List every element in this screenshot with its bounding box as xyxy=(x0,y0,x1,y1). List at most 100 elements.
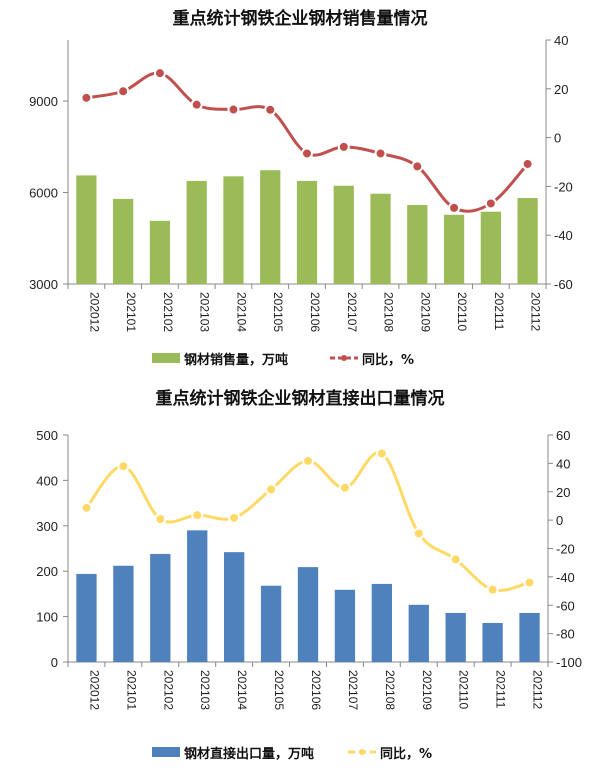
right-tick-label: -60 xyxy=(556,598,575,613)
category-label: 202102 xyxy=(161,292,175,332)
bar xyxy=(297,567,319,662)
right-tick-label: 40 xyxy=(554,33,568,48)
bar xyxy=(480,211,501,284)
left-tick-label: 9000 xyxy=(29,94,58,109)
category-label: 202110 xyxy=(457,670,471,709)
left-tick-label: 500 xyxy=(36,428,58,443)
bar xyxy=(187,530,208,662)
bar xyxy=(407,205,428,284)
category-label: 202111 xyxy=(492,292,506,331)
right-tick-label: -80 xyxy=(556,627,575,642)
right-tick-label: 20 xyxy=(554,82,568,97)
right-tick-label: -20 xyxy=(554,179,573,194)
chart-title: 重点统计钢铁企业钢材销售量情况 xyxy=(173,8,428,29)
line-point xyxy=(486,583,499,596)
line-point xyxy=(117,460,130,473)
line-point xyxy=(190,98,203,111)
line-point xyxy=(484,197,497,210)
bar xyxy=(149,220,171,284)
right-tick-label: -40 xyxy=(556,570,575,585)
bar xyxy=(76,175,97,284)
left-tick-label: 0 xyxy=(51,655,58,670)
category-label: 202105 xyxy=(272,670,286,710)
right-tick-label: -60 xyxy=(554,277,573,292)
line-point xyxy=(153,67,166,80)
category-label: 202112 xyxy=(531,670,545,709)
line-point xyxy=(449,553,462,566)
line-point xyxy=(80,91,93,104)
line-point xyxy=(228,511,241,524)
right-tick-label: 20 xyxy=(556,485,570,500)
category-label: 202012 xyxy=(87,292,101,332)
bar xyxy=(370,193,391,284)
line-point xyxy=(412,527,425,540)
category-label: 202012 xyxy=(87,670,101,710)
bar xyxy=(150,553,171,662)
legend-line-marker xyxy=(341,355,347,361)
line-point xyxy=(448,201,461,214)
line-point xyxy=(375,447,388,460)
line-point xyxy=(374,147,387,160)
legend-line-label: 同比，% xyxy=(380,746,432,762)
left-tick-label: 3000 xyxy=(29,277,58,292)
chart-2: 重点统计钢铁企业钢材直接出口量情况0100200300400500-100-80… xyxy=(36,388,582,762)
category-label: 202101 xyxy=(124,292,138,332)
left-tick-label: 400 xyxy=(36,473,58,488)
right-tick-label: -100 xyxy=(556,655,582,670)
category-label: 202105 xyxy=(271,292,285,332)
category-label: 202111 xyxy=(494,670,508,709)
category-label: 202106 xyxy=(308,292,322,332)
line-point xyxy=(265,483,278,496)
bar xyxy=(334,589,356,662)
left-tick-label: 100 xyxy=(36,610,58,625)
bar xyxy=(445,612,466,662)
right-tick-label: -40 xyxy=(554,228,573,243)
category-label: 202108 xyxy=(382,292,396,332)
bar xyxy=(408,604,429,662)
line-point xyxy=(337,140,350,153)
bar xyxy=(186,180,207,284)
category-label: 202104 xyxy=(235,670,249,710)
right-tick-label: -20 xyxy=(556,542,575,557)
bar xyxy=(482,622,503,662)
line-point xyxy=(301,147,313,160)
legend-line-marker xyxy=(359,749,365,755)
bar xyxy=(519,612,540,662)
bar xyxy=(333,185,354,284)
line-point xyxy=(411,160,424,173)
left-tick-label: 300 xyxy=(36,519,58,534)
bar xyxy=(113,198,134,284)
bar xyxy=(223,176,244,284)
bar xyxy=(260,585,282,662)
right-tick-label: 0 xyxy=(556,513,563,528)
bar xyxy=(76,573,97,662)
category-label: 202112 xyxy=(529,292,543,331)
legend-bar-label: 钢材直接出口量，万吨 xyxy=(184,746,314,762)
left-tick-label: 200 xyxy=(36,564,58,579)
right-tick-label: 60 xyxy=(556,428,570,443)
category-label: 202109 xyxy=(418,292,432,332)
bar xyxy=(224,552,245,662)
legend-line-label: 同比，% xyxy=(362,352,414,368)
right-tick-label: 0 xyxy=(554,131,561,146)
right-tick-label: 40 xyxy=(556,456,570,471)
category-label: 202107 xyxy=(345,292,359,332)
bar xyxy=(296,180,318,284)
chart-title: 重点统计钢铁企业钢材直接出口量情况 xyxy=(156,388,445,409)
line-point xyxy=(264,103,277,116)
line-point xyxy=(523,576,536,589)
line-point xyxy=(521,157,534,170)
chart-1: 重点统计钢铁企业钢材销售量情况 3000 6000 9000 -60 -40 -20 0 20 4… xyxy=(29,8,573,368)
line-point xyxy=(227,103,240,116)
line-point xyxy=(80,501,93,514)
bar xyxy=(371,583,392,662)
category-label: 202110 xyxy=(455,292,469,331)
bar xyxy=(260,170,281,284)
line-point xyxy=(154,513,167,526)
category-label: 202104 xyxy=(234,292,248,332)
line-point xyxy=(302,454,314,467)
category-label: 202101 xyxy=(124,670,138,710)
legend-bar-label: 钢材销售量，万吨 xyxy=(184,352,288,368)
line-point xyxy=(338,481,351,494)
category-label: 202106 xyxy=(309,670,323,710)
